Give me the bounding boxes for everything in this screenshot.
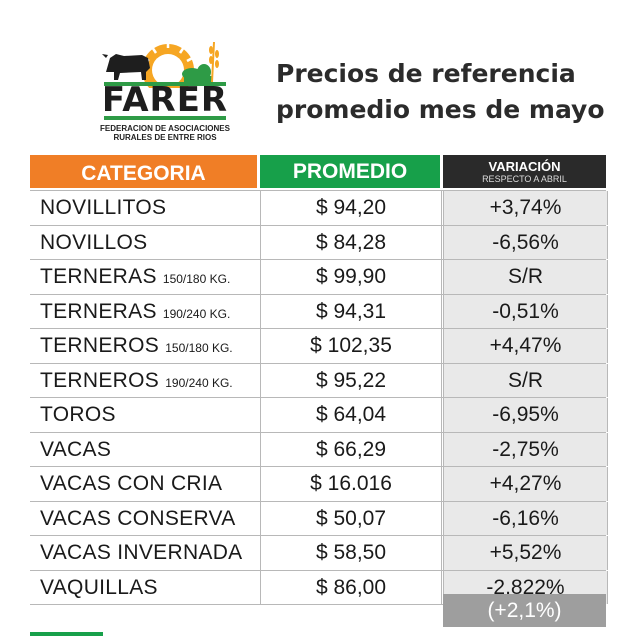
table-row: VACAS CONSERVA $ 50,07 -6,16% — [30, 500, 608, 536]
row-variation: -2,75% — [443, 432, 608, 466]
table-row: TERNERAS 150/180 KG. $ 99,90 S/R — [30, 259, 608, 294]
row-category-label: TERNERAS — [40, 299, 157, 323]
header-average: PROMEDIO — [260, 155, 440, 188]
row-category-weight: 150/180 KG. — [162, 272, 231, 286]
row-category: TERNERAS 150/180 KG. — [40, 260, 255, 294]
row-average: $ 50,07 — [260, 501, 442, 535]
row-category-label: VACAS CON CRIA — [40, 472, 223, 495]
row-category: VACAS — [40, 433, 255, 467]
table-row: VACAS $ 66,29 -2,75% — [30, 431, 608, 467]
row-variation: S/R — [443, 260, 608, 294]
row-category-label: NOVILLOS — [40, 230, 148, 254]
row-category-label: NOVILLITOS — [40, 196, 167, 219]
row-average: $ 16.016 — [260, 467, 442, 501]
row-category-weight: 190/240 KG. — [162, 306, 231, 321]
logo-subtitle-line1: FEDERACION DE ASOCIACIONES — [100, 124, 230, 133]
row-category: TERNEROS 190/240 KG. — [40, 364, 255, 398]
header-variation-subtitle: RESPECTO A ABRIL — [482, 174, 567, 184]
logo-wordmark: FARER — [101, 80, 229, 120]
row-average: $ 99,90 — [260, 260, 442, 294]
header-variation: VARIACIÓN RESPECTO A ABRIL — [443, 155, 606, 188]
row-category-label: VACAS CONSERVA — [40, 506, 236, 530]
row-average: $ 84,28 — [260, 225, 442, 259]
row-variation: -6,56% — [443, 225, 608, 259]
table-row: VACAS INVERNADA $ 58,50 +5,52% — [30, 535, 608, 570]
row-category: TERNERAS 190/240 KG. — [40, 295, 255, 329]
row-category-weight: 190/240 KG. — [165, 375, 233, 390]
table-row: NOVILLITOS $ 94,20 +3,74% — [30, 190, 608, 225]
footer-accent-line — [30, 632, 103, 636]
row-average: $ 102,35 — [260, 329, 442, 363]
table-row: NOVILLOS $ 84,28 -6,56% — [30, 224, 608, 260]
row-category-weight: 150/180 KG. — [165, 341, 233, 355]
row-category: TOROS — [40, 398, 255, 432]
row-category-label: VACAS INVERNADA — [40, 541, 243, 564]
logo-divider — [104, 116, 226, 120]
row-variation: -6,16% — [443, 501, 608, 535]
row-variation: S/R — [443, 363, 608, 397]
row-variation: +3,74% — [443, 191, 608, 225]
row-variation: -0,51% — [443, 294, 608, 328]
row-average: $ 64,04 — [260, 398, 442, 432]
row-average: $ 95,22 — [260, 363, 442, 397]
row-variation: +4,47% — [443, 329, 608, 363]
row-variation: +4,27% — [443, 467, 608, 501]
row-category: TERNEROS 150/180 KG. — [40, 329, 255, 363]
row-category-label: TERNEROS — [40, 368, 160, 392]
row-category: NOVILLOS — [40, 226, 255, 260]
title-line-2: promedio mes de mayo — [276, 95, 605, 124]
page-title: Precios de referencia promedio mes de ma… — [276, 56, 605, 128]
table-row: TOROS $ 64,04 -6,95% — [30, 397, 608, 432]
row-category: VACAS CONSERVA — [40, 502, 255, 536]
title-line-1: Precios de referencia — [276, 59, 576, 88]
total-variation: (+2,1%) — [443, 594, 606, 627]
table-row: VACAS CON CRIA $ 16.016 +4,27% — [30, 466, 608, 501]
row-category: VACAS INVERNADA — [40, 536, 255, 570]
farer-logo: FARER FEDERACION DE ASOCIACIONES RURALES… — [100, 28, 230, 148]
logo-subtitle-line2: RURALES DE ENTRE RIOS — [113, 133, 217, 142]
table-row: TERNEROS 150/180 KG. $ 102,35 +4,47% — [30, 328, 608, 363]
row-average: $ 86,00 — [260, 570, 442, 604]
row-average: $ 58,50 — [260, 536, 442, 570]
table-row: TERNERAS 190/240 KG. $ 94,31 -0,51% — [30, 293, 608, 329]
cow-sun-emblem-icon — [102, 38, 226, 88]
table-row: TERNEROS 190/240 KG. $ 95,22 S/R — [30, 362, 608, 398]
row-category-label: TERNEROS — [40, 334, 160, 357]
row-category: NOVILLITOS — [40, 191, 255, 225]
row-variation: -6,95% — [443, 398, 608, 432]
row-category-label: TOROS — [40, 403, 116, 426]
row-average: $ 94,20 — [260, 191, 442, 225]
row-variation: +5,52% — [443, 536, 608, 570]
row-category-label: TERNERAS — [40, 265, 157, 288]
row-average: $ 66,29 — [260, 432, 442, 466]
row-category: VAQUILLAS — [40, 571, 255, 605]
row-category: VACAS CON CRIA — [40, 467, 255, 501]
header-variation-title: VARIACIÓN — [488, 159, 561, 174]
table-body: NOVILLITOS $ 94,20 +3,74% NOVILLOS $ 84,28 -6… — [30, 190, 608, 605]
header-category: CATEGORIA — [30, 155, 257, 188]
row-average: $ 94,31 — [260, 294, 442, 328]
row-category-label: VAQUILLAS — [40, 575, 158, 599]
row-category-label: VACAS — [40, 437, 112, 461]
